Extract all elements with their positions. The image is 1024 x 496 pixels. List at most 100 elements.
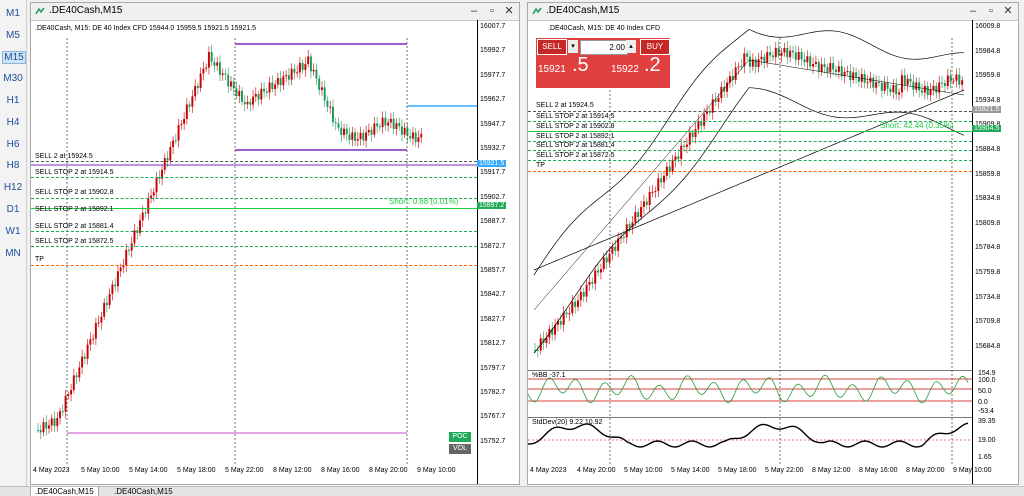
vol-button[interactable]: VOL	[449, 444, 471, 454]
short-line	[31, 208, 477, 209]
stddev-level: 1.65	[978, 454, 992, 461]
y-axis-label: 15797.7	[480, 364, 506, 372]
short-text: Short: 0.88 (0.01%)	[389, 197, 459, 206]
tf-m15[interactable]: M15	[2, 51, 26, 64]
order-line-stop5[interactable]	[528, 160, 972, 161]
x-axis-label: 8 May 16:00	[321, 467, 360, 474]
y-axis-label: 15827.7	[480, 315, 506, 323]
left-chart-header: .DE40Cash, M15: DE 40 Index CFD 15944.0 …	[35, 25, 257, 32]
chart-window-icon	[532, 7, 542, 15]
tf-d1[interactable]: D1	[6, 204, 20, 215]
poc-button[interactable]: POC	[449, 432, 471, 442]
tf-m30[interactable]: M30	[3, 73, 23, 84]
minimize-icon[interactable]: –	[969, 5, 977, 17]
x-axis-label: 9 May 10:00	[953, 467, 992, 474]
order-line-stop1[interactable]	[31, 177, 477, 178]
order-label-stop1: SELL STOP 2 at 15914.5	[536, 113, 615, 120]
order-label-stop3: SELL STOP 2 at 15892.1	[536, 133, 615, 140]
tf-w1[interactable]: W1	[5, 226, 21, 237]
bb-indicator-panel[interactable]: %BB -37.1	[528, 370, 972, 417]
right-titlebar[interactable]: .DE40Cash,M15 – ▫ ✕	[528, 3, 1018, 21]
y-axis-label: 15909.8	[975, 121, 1000, 128]
x-axis-label: 5 May 14:00	[671, 467, 710, 474]
tp-line[interactable]	[528, 171, 972, 172]
buy-button[interactable]: BUY	[640, 39, 670, 55]
right-chart-header: .DE40Cash, M15: DE 40 Index CFD	[548, 25, 661, 32]
bb-plot	[528, 374, 972, 404]
tf-h8[interactable]: H8	[6, 160, 20, 171]
stddev-label: StdDev(20) 9.22 10.92	[532, 419, 603, 426]
x-axis-label: 5 May 18:00	[718, 467, 757, 474]
order-label-stop5: SELL STOP 2 at 15872.5	[536, 152, 615, 159]
minimize-icon[interactable]: –	[470, 5, 478, 17]
restore-icon[interactable]: ▫	[490, 5, 494, 17]
right-y-axis	[972, 20, 973, 484]
chart-window-icon	[35, 7, 45, 15]
buy-price-main[interactable]: 15922	[611, 64, 639, 75]
y-axis-label: 15734.8	[975, 293, 1001, 301]
short-tag: 15904.5	[972, 125, 1002, 132]
order-label-stop5: SELL STOP 2 at 15872.5	[35, 238, 114, 245]
stddev-indicator-panel[interactable]: StdDev(20) 9.22 10.92	[528, 417, 972, 463]
buy-price-fraction[interactable]: .2	[644, 54, 661, 76]
stddev-level: 39.35	[978, 418, 996, 425]
y-axis-label: 15887.7	[480, 218, 506, 226]
restore-icon[interactable]: ▫	[989, 5, 993, 17]
lot-increase-icon[interactable]: ▴	[626, 40, 636, 53]
tf-h6[interactable]: H6	[6, 139, 20, 150]
right-window-title: .DE40Cash,M15	[546, 5, 620, 16]
close-icon[interactable]: ✕	[504, 5, 514, 17]
y-axis-label: 16009.8	[975, 23, 1001, 30]
tf-h4[interactable]: H4	[6, 117, 20, 128]
tp-label: TP	[35, 256, 44, 263]
order-line-stop2[interactable]	[31, 198, 477, 199]
y-axis-label: 15857.7	[480, 267, 506, 274]
tf-m5[interactable]: M5	[6, 30, 20, 41]
sell-price-fraction[interactable]: .5	[572, 54, 589, 76]
right-price-chart[interactable]: .DE40Cash, M15: DE 40 Index CFD 16009.8 1…	[528, 20, 1018, 484]
tf-h1[interactable]: H1	[6, 95, 20, 106]
x-axis-label: 5 May 14:00	[129, 467, 168, 474]
x-axis-label: 8 May 12:00	[812, 467, 851, 474]
order-label-stop3: SELL STOP 2 at 15892.1	[35, 206, 114, 213]
order-line-stop4[interactable]	[31, 231, 477, 232]
x-axis-label: 4 May 20:00	[577, 467, 616, 474]
tf-m1[interactable]: M1	[6, 8, 20, 19]
x-axis-label: 4 May 2023	[33, 467, 70, 474]
order-line-sell[interactable]	[528, 111, 972, 112]
y-axis-label: 15932.7	[480, 145, 506, 152]
order-label-stop1: SELL STOP 2 at 15914.5	[35, 169, 114, 176]
order-label-stop2: SELL STOP 2 at 15902.8	[536, 123, 615, 130]
left-price-chart[interactable]: .DE40Cash, M15: DE 40 Index CFD 15944.0 …	[31, 20, 519, 484]
y-axis-label: 15984.8	[975, 47, 1001, 55]
order-line-stop4[interactable]	[528, 150, 972, 151]
order-label-sell: SELL 2 at 15924.5	[536, 102, 594, 109]
y-axis-label: 15884.8	[975, 146, 1001, 153]
sell-button[interactable]: SELL	[537, 39, 567, 55]
tab-chart-2[interactable]: .DE40Cash,M15	[114, 487, 173, 496]
lot-size-input[interactable]: 2.00	[580, 40, 628, 55]
y-axis-label: 15934.8	[975, 96, 1001, 104]
tf-mn[interactable]: MN	[5, 248, 21, 259]
sell-price-main[interactable]: 15921	[538, 64, 566, 75]
left-chart-window: .DE40Cash,M15 – ▫ ✕ .DE40Cash, M15: DE 4…	[30, 2, 520, 485]
right-chart-window: .DE40Cash,M15 – ▫ ✕ .DE40Cash, M15: DE 4…	[527, 2, 1019, 485]
order-line-stop3[interactable]	[528, 141, 972, 142]
order-line-stop1[interactable]	[528, 121, 972, 122]
order-line-sell[interactable]	[31, 161, 477, 162]
tf-h12[interactable]: H12	[3, 182, 23, 193]
tp-line[interactable]	[31, 265, 477, 266]
tab-chart-1[interactable]: .DE40Cash,M15	[30, 487, 99, 496]
x-axis-label: 5 May 22:00	[225, 467, 264, 474]
left-titlebar[interactable]: .DE40Cash,M15 – ▫ ✕	[31, 3, 519, 21]
close-icon[interactable]: ✕	[1003, 5, 1013, 17]
y-axis-label: 15782.7	[480, 389, 506, 396]
order-line-stop5[interactable]	[31, 246, 477, 247]
left-y-axis	[477, 20, 478, 484]
x-axis-label: 8 May 16:00	[859, 467, 898, 474]
lot-decrease-icon[interactable]: ▾	[568, 40, 578, 53]
y-axis-label: 15809.8	[975, 219, 1001, 227]
y-axis-label: 15684.8	[975, 342, 1001, 350]
price-tag: 15921.5	[972, 106, 1002, 113]
bb-level: 50.0	[978, 388, 992, 395]
